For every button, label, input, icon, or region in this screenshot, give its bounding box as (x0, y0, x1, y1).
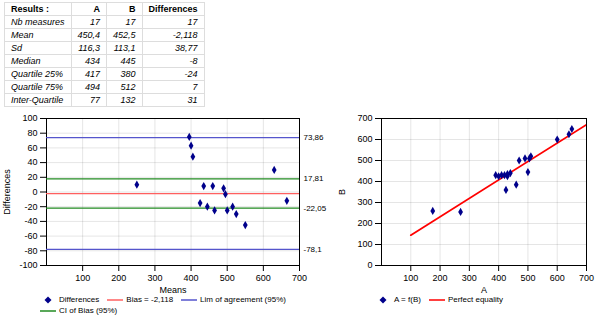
html-text:494: 494 (85, 82, 101, 92)
svg-text:80: 80 (27, 128, 37, 138)
html-text:-8: -8 (189, 56, 198, 66)
svg-text:500: 500 (520, 273, 535, 283)
html-text:Bias = -2,118: Bias = -2,118 (126, 295, 174, 304)
svg-text:-40: -40 (24, 216, 37, 226)
html-text:113,1: 113,1 (113, 43, 136, 53)
svg-text:100: 100 (357, 239, 372, 249)
svg-text:400: 400 (491, 273, 506, 283)
html-text:A = f(B): A = f(B) (394, 295, 421, 304)
svg-text:0: 0 (32, 187, 37, 197)
html-text:38,77: 38,77 (175, 43, 198, 53)
html-text:417: 417 (85, 69, 101, 79)
html-text:31: 31 (187, 95, 198, 105)
svg-text:20: 20 (27, 172, 37, 182)
svg-text:Means: Means (159, 285, 187, 295)
svg-text:Differences: Differences (2, 169, 12, 215)
html-text:Differences: Differences (59, 295, 100, 304)
html-text:445: 445 (120, 56, 136, 66)
svg-text:40: 40 (27, 157, 37, 167)
html-text:Differences: Differences (148, 4, 198, 14)
svg-text:-20: -20 (24, 202, 37, 212)
html-text:Nb measures: Nb measures (11, 17, 65, 27)
svg-text:100: 100 (403, 273, 418, 283)
html-text:Quartile 25%: Quartile 25% (11, 69, 63, 79)
html-text:-24: -24 (184, 69, 198, 79)
svg-text:60: 60 (27, 143, 37, 153)
svg-text:200: 200 (111, 273, 126, 283)
svg-text:100: 100 (22, 113, 37, 123)
html-text:Perfect equality: Perfect equality (447, 295, 503, 304)
html-text:Quartile 75%: Quartile 75% (11, 82, 63, 92)
html-text:B: B (129, 4, 136, 14)
svg-text:0: 0 (367, 260, 372, 270)
html-text:380: 380 (120, 69, 136, 79)
svg-text:500: 500 (357, 155, 372, 165)
html-text:452,5: 452,5 (113, 30, 136, 40)
html-text:Lim of agreement (95%): Lim of agreement (95%) (200, 295, 286, 304)
html-text:Mean: Mean (11, 30, 34, 40)
svg-text:-100: -100 (19, 260, 37, 270)
html-text:Median: Median (11, 56, 41, 66)
svg-text:300: 300 (357, 197, 372, 207)
svg-text:700: 700 (579, 273, 594, 283)
svg-text:400: 400 (184, 273, 199, 283)
svg-text:73,86: 73,86 (304, 133, 325, 142)
html-text:-2,118: -2,118 (172, 30, 198, 40)
html-text:77: 77 (90, 95, 101, 105)
html-text:450,4: 450,4 (77, 30, 101, 40)
svg-text:400: 400 (357, 176, 372, 186)
svg-text:100: 100 (75, 273, 90, 283)
svg-text:500: 500 (220, 273, 235, 283)
html-text:Inter-Quartile: Inter-Quartile (11, 95, 64, 105)
html-text:434: 434 (85, 56, 101, 66)
html-text:512: 512 (120, 82, 136, 92)
svg-text:600: 600 (357, 134, 372, 144)
html-text:7: 7 (192, 82, 198, 92)
svg-text:600: 600 (550, 273, 565, 283)
svg-text:-60: -60 (24, 231, 37, 241)
svg-text:-22,05: -22,05 (304, 204, 327, 213)
svg-text:B: B (337, 189, 347, 195)
svg-text:700: 700 (292, 273, 307, 283)
html-text:17: 17 (125, 17, 136, 27)
html-text:17: 17 (90, 17, 101, 27)
svg-text:A: A (481, 285, 487, 295)
svg-text:17,81: 17,81 (304, 174, 325, 183)
svg-text:300: 300 (147, 273, 162, 283)
html-text:17: 17 (187, 17, 198, 27)
svg-text:-80: -80 (24, 246, 37, 256)
html-text:132: 132 (120, 95, 136, 105)
svg-text:200: 200 (357, 218, 372, 228)
svg-text:200: 200 (433, 273, 448, 283)
svg-text:-78,1: -78,1 (304, 245, 323, 254)
html-text:Results :: Results : (11, 4, 49, 14)
html-text:A: A (93, 4, 101, 14)
svg-text:700: 700 (357, 113, 372, 123)
html-text:116,3: 116,3 (78, 43, 101, 53)
svg-text:600: 600 (256, 273, 271, 283)
html-text:Sd: Sd (11, 43, 22, 53)
svg-text:300: 300 (462, 273, 477, 283)
html-text:CI of Bias (95%): CI of Bias (95%) (59, 306, 118, 315)
